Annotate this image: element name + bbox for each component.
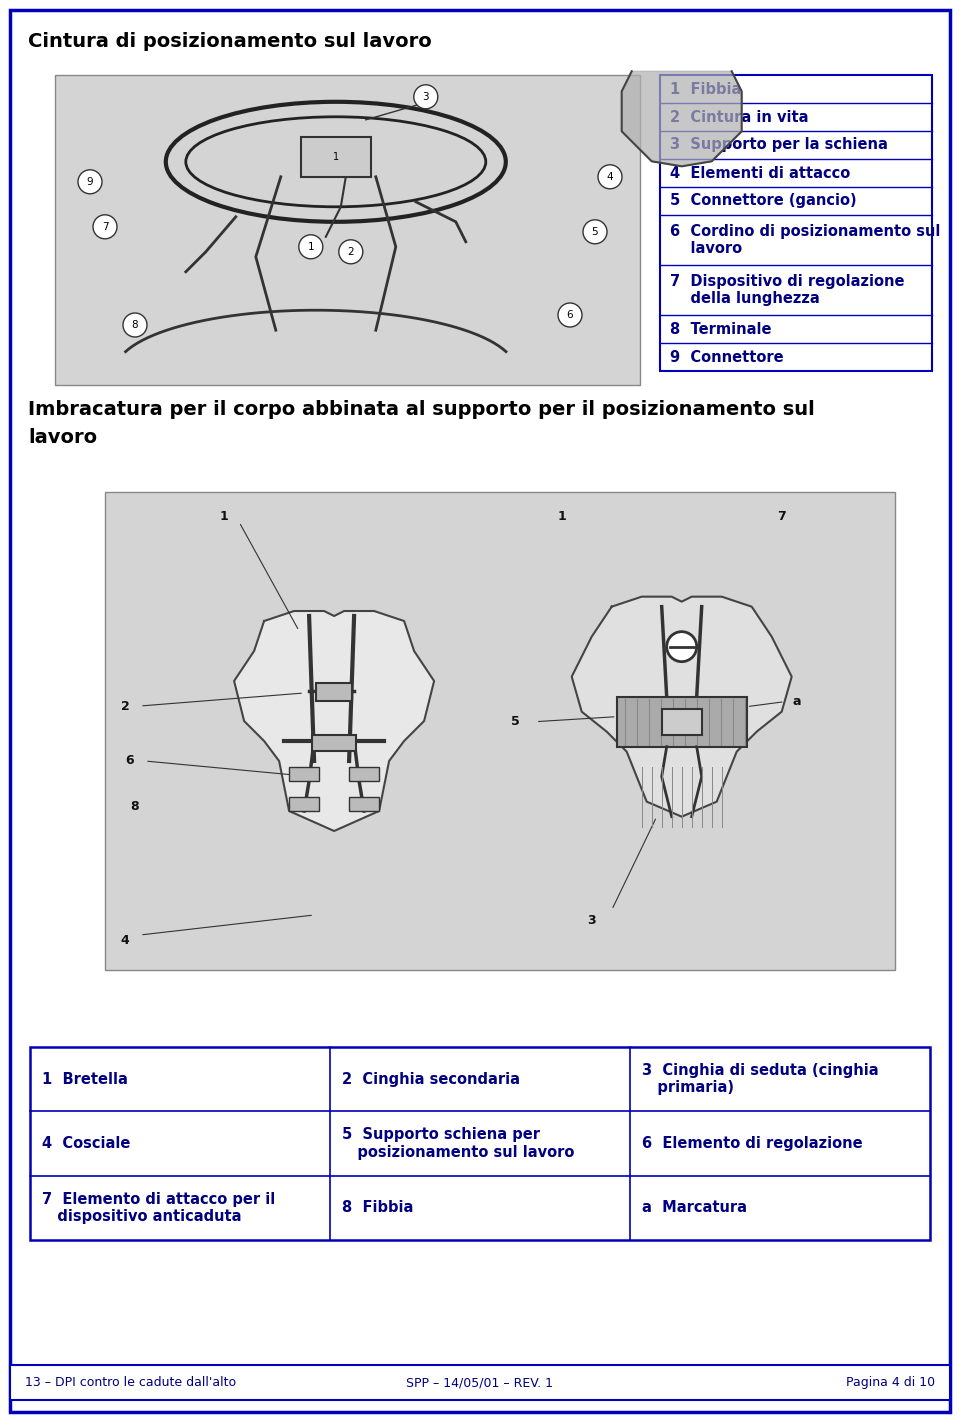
Text: 2  Cintura in vita: 2 Cintura in vita (670, 109, 808, 125)
Text: 6: 6 (126, 755, 134, 768)
Text: 2  Cinghia secondaria: 2 Cinghia secondaria (342, 1072, 520, 1086)
Bar (55, 75, 640, 385)
Text: 1: 1 (220, 510, 228, 523)
Text: a  Marcatura: a Marcatura (642, 1200, 747, 1216)
Text: 4: 4 (121, 933, 130, 947)
Circle shape (299, 235, 323, 259)
Bar (312, 735, 356, 751)
Text: 2: 2 (348, 247, 354, 257)
Bar (316, 683, 352, 701)
Text: 4: 4 (607, 172, 613, 182)
Text: 3: 3 (422, 92, 429, 102)
Circle shape (598, 165, 622, 189)
Text: 13 – DPI contro le cadute dall'alto: 13 – DPI contro le cadute dall'alto (25, 1376, 236, 1389)
Text: 5  Supporto schiena per
   posizionamento sul lavoro: 5 Supporto schiena per posizionamento su… (342, 1128, 574, 1160)
Text: 9: 9 (86, 176, 93, 186)
Bar (30, 1047, 930, 1240)
Text: 6: 6 (566, 310, 573, 320)
Text: 8: 8 (132, 320, 138, 330)
Text: 2: 2 (121, 700, 130, 712)
Text: 4  Elementi di attacco: 4 Elementi di attacco (670, 165, 851, 181)
Text: 7: 7 (102, 222, 108, 232)
Bar (349, 796, 379, 811)
Text: 8  Fibbia: 8 Fibbia (342, 1200, 414, 1216)
Text: a: a (792, 695, 801, 708)
Circle shape (583, 220, 607, 243)
Text: SPP – 14/05/01 – REV. 1: SPP – 14/05/01 – REV. 1 (406, 1376, 554, 1389)
Text: 1: 1 (307, 242, 314, 252)
Text: Pagina 4 di 10: Pagina 4 di 10 (846, 1376, 935, 1389)
Polygon shape (572, 597, 792, 816)
Circle shape (558, 303, 582, 327)
Text: lavoro: lavoro (28, 428, 97, 447)
Text: 8: 8 (131, 799, 139, 812)
Bar (661, 708, 702, 735)
Text: 6  Cordino di posizionamento sul
    lavoro: 6 Cordino di posizionamento sul lavoro (670, 223, 941, 256)
Text: 3: 3 (588, 913, 596, 927)
Text: 4  Cosciale: 4 Cosciale (42, 1136, 131, 1150)
Bar (660, 75, 932, 371)
Text: Imbracatura per il corpo abbinata al supporto per il posizionamento sul: Imbracatura per il corpo abbinata al sup… (28, 400, 815, 419)
Polygon shape (622, 71, 742, 166)
Circle shape (78, 169, 102, 193)
Bar (349, 766, 379, 781)
Bar (300, 137, 371, 176)
Text: 5: 5 (591, 226, 598, 237)
Text: 7: 7 (778, 510, 786, 523)
Bar (10, 1365, 950, 1401)
Text: 5: 5 (512, 715, 520, 728)
Text: 7  Elemento di attacco per il
   dispositivo anticaduta: 7 Elemento di attacco per il dispositivo… (42, 1192, 276, 1224)
Bar (616, 697, 747, 747)
Text: 3  Supporto per la schiena: 3 Supporto per la schiena (670, 138, 888, 152)
Text: 3  Cinghia di seduta (cinghia
   primaria): 3 Cinghia di seduta (cinghia primaria) (642, 1064, 878, 1095)
Polygon shape (234, 611, 434, 830)
Text: 9  Connettore: 9 Connettore (670, 350, 783, 364)
Bar (289, 766, 319, 781)
Text: 7  Dispositivo di regolazione
    della lunghezza: 7 Dispositivo di regolazione della lungh… (670, 274, 904, 306)
Circle shape (339, 240, 363, 264)
Bar (289, 796, 319, 811)
Text: 6  Elemento di regolazione: 6 Elemento di regolazione (642, 1136, 863, 1150)
Circle shape (123, 313, 147, 337)
Text: 8  Terminale: 8 Terminale (670, 321, 772, 337)
Text: 1  Bretella: 1 Bretella (42, 1072, 128, 1086)
Text: 1: 1 (333, 152, 339, 162)
Circle shape (666, 631, 697, 661)
Text: 1: 1 (558, 510, 566, 523)
Circle shape (414, 85, 438, 109)
Circle shape (93, 215, 117, 239)
Bar (105, 492, 895, 970)
Text: 5  Connettore (gancio): 5 Connettore (gancio) (670, 193, 856, 209)
Text: Cintura di posizionamento sul lavoro: Cintura di posizionamento sul lavoro (28, 33, 432, 51)
Text: 1  Fibbia: 1 Fibbia (670, 81, 741, 97)
